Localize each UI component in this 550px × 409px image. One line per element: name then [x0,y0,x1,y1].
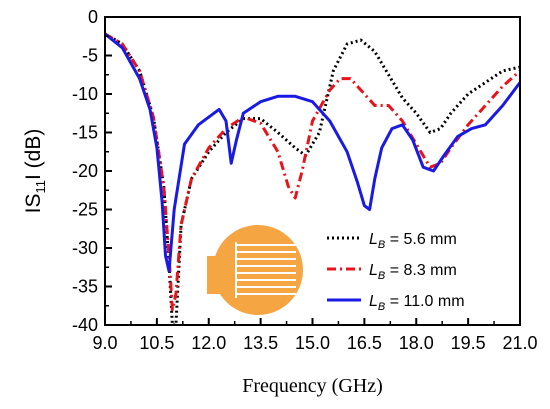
x-axis-title: Frequency (GHz) [242,375,383,397]
antenna-slots [235,242,296,298]
x-tick-label: 19.5 [451,333,486,353]
x-tick-label: 9.0 [92,333,117,353]
axes-layer [104,16,521,326]
y-tick-label: -40 [72,315,98,335]
x-tick-label: 15.0 [295,333,330,353]
y-axis-title-post: I (dB) [22,129,45,180]
antenna-feed-neck [219,264,231,286]
y-tick-label: -25 [72,200,98,220]
y-tick-label: -35 [72,277,98,297]
y-tick-label: -10 [72,84,98,104]
x-tick-label: 18.0 [399,333,434,353]
series-line-1 [105,32,520,325]
x-tick-label: 12.0 [191,333,226,353]
tick-label-layer: 9.0 10.5 12.0 13.5 15.0 16.5 18.0 19.5 21.0 0 -5 -1… [72,7,538,353]
y-tick-label: 0 [88,7,98,27]
y-tick-label: -30 [72,238,98,258]
legend-label-1: LB = 5.6 mm [369,231,457,251]
y-axis-title-sub: 11 [33,180,48,194]
series-line-2 [105,32,520,312]
antenna-feed [207,256,221,294]
x-tick-label: 16.5 [347,333,382,353]
legend-label-2: LB = 8.3 mm [369,262,457,282]
series-line-3 [105,32,520,273]
y-tick-label: -5 [82,46,98,66]
legend: LB = 5.6 mm LB = 8.3 mm LB = 11.0 mm [327,231,465,313]
y-tick-label: -20 [72,161,98,181]
legend-label-3: LB = 11.0 mm [369,293,465,313]
y-axis-title-pre: IS [22,194,45,214]
antenna-icon [207,225,303,315]
series-layer [105,32,520,325]
y-axis-title: IS11I (dB) [22,129,48,214]
x-tick-label: 21.0 [502,333,537,353]
x-tick-label: 10.5 [139,333,174,353]
x-tick-label: 13.5 [243,333,278,353]
plot-frame [104,16,521,326]
y-tick-label: -15 [72,123,98,143]
